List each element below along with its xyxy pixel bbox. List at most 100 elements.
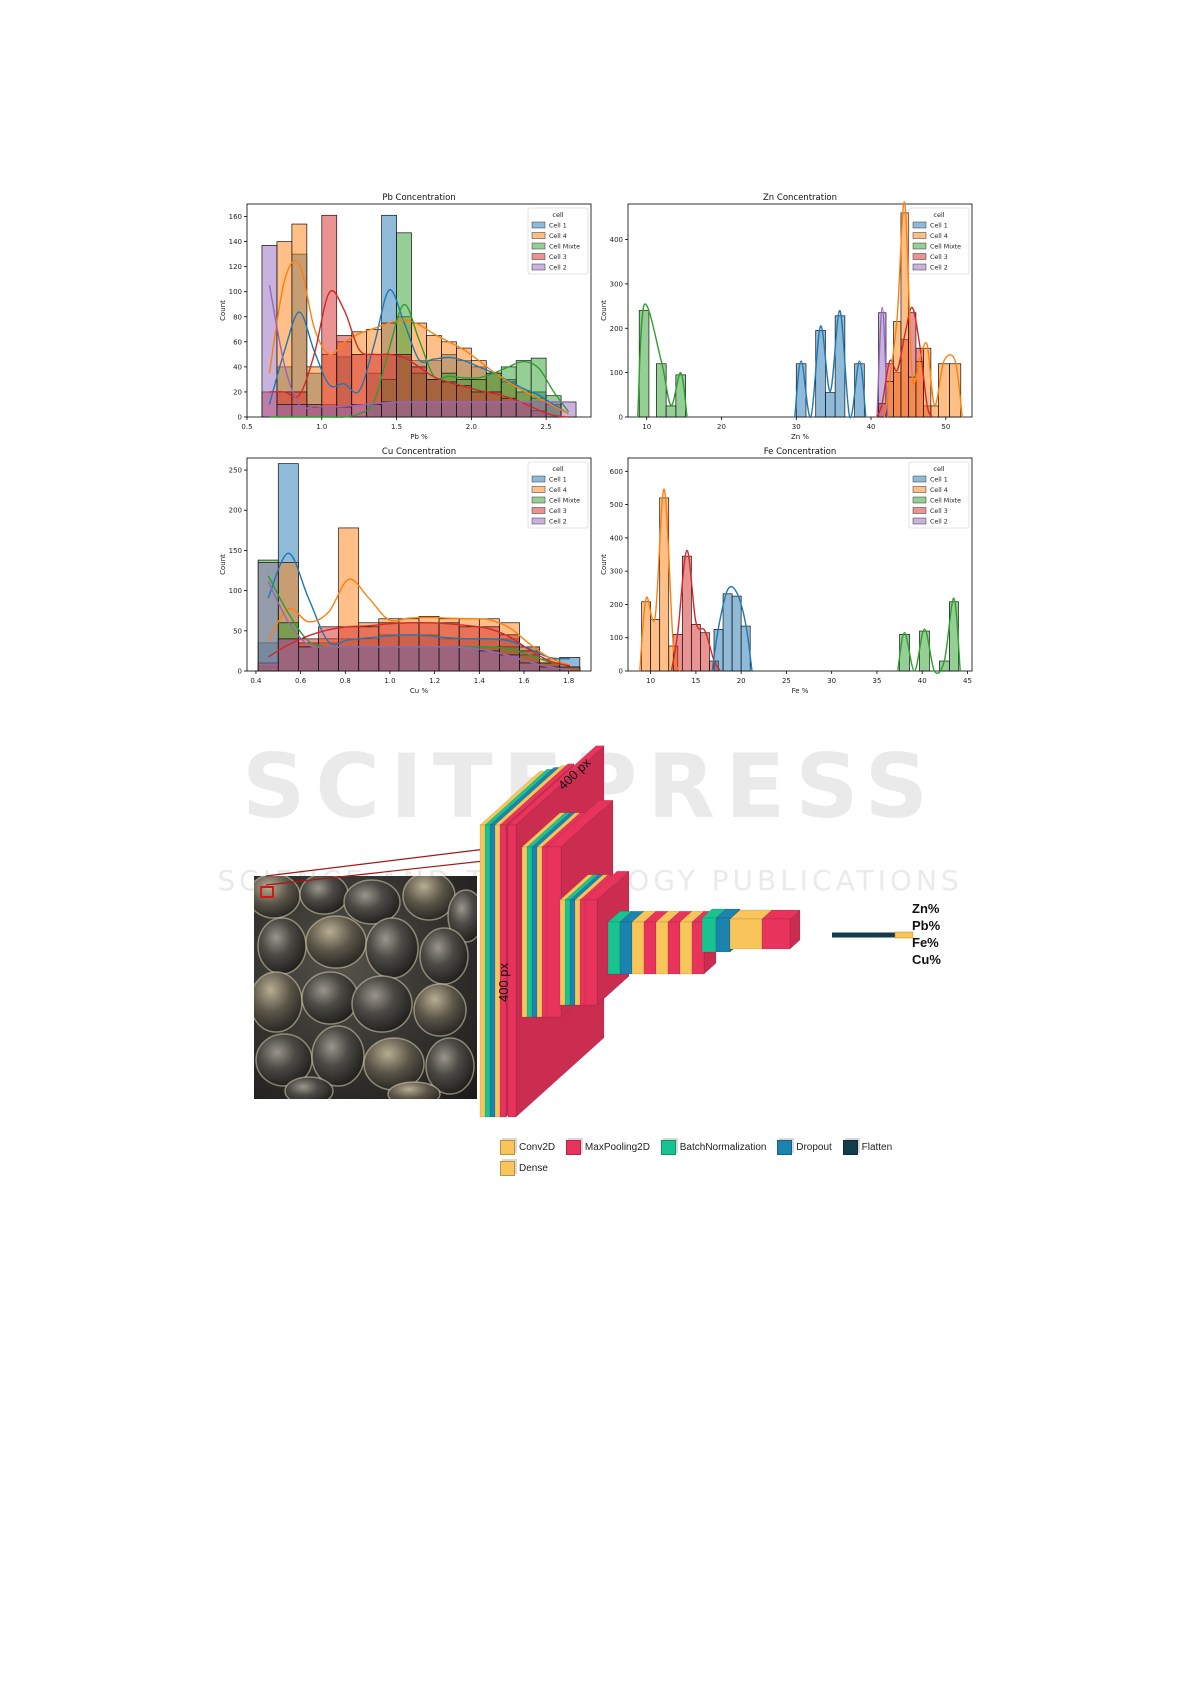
chart-legend: cell Cell 1 Cell 4 Cell Mixte Cell 3 Cell 2 <box>527 207 589 275</box>
y-axis-label: Count <box>219 554 227 575</box>
x-axis-label: Fe % <box>792 687 809 695</box>
chart-title: Zn Concentration <box>763 193 837 203</box>
bar <box>515 401 532 418</box>
y-tick-label: 140 <box>229 238 242 246</box>
x-tick-label: 1.0 <box>384 677 395 685</box>
output-dense-layer <box>894 931 914 939</box>
legend-swatch <box>531 486 546 493</box>
kde-line <box>268 289 569 415</box>
legend-entry: Cell 4 <box>549 487 567 494</box>
dropout-swatch <box>777 1140 793 1155</box>
x-tick-label: 0.6 <box>295 677 307 685</box>
legend-entry: Cell Mixte <box>930 498 961 505</box>
legend-swatch <box>531 221 546 229</box>
y-tick-label: 600 <box>610 468 623 476</box>
bubble <box>387 1081 441 1099</box>
block-front <box>631 921 645 975</box>
kde-line <box>711 585 753 672</box>
y-tick-label: 100 <box>229 288 242 296</box>
block-front <box>507 824 517 1118</box>
dense-swatch <box>500 1161 515 1176</box>
x-tick-label: 1.8 <box>563 677 574 685</box>
x-tick-label: 10 <box>642 423 651 431</box>
chart-legend: cell Cell 1 Cell 4 Cell Mixte Cell 3 Cell 2 <box>527 461 589 529</box>
cnn-architecture <box>265 745 914 1118</box>
legend-swatch <box>912 232 927 239</box>
bar <box>665 405 677 418</box>
legend-swatch <box>912 496 927 504</box>
bar <box>641 601 651 672</box>
y-tick-label: 400 <box>610 236 623 244</box>
legend-entry: Cell Mixte <box>549 498 580 505</box>
bar <box>456 401 472 418</box>
bar <box>396 401 412 418</box>
legend-swatch <box>531 242 546 250</box>
y-tick-label: 40 <box>233 363 242 371</box>
y-tick-label: 0 <box>238 668 242 676</box>
x-tick-label: 2.5 <box>541 423 552 431</box>
kde-line <box>268 284 569 410</box>
x-tick-label: 50 <box>941 423 950 431</box>
bar <box>338 646 360 672</box>
legend-swatch <box>912 263 927 271</box>
legend-swatch <box>912 517 927 525</box>
block-front <box>643 921 657 975</box>
legend-swatch <box>531 253 546 260</box>
chart-panel-cu: 0.4 0.6 0.8 1.0 1.2 1.4 1.6 1.8 0 50 100 150 200 250 C… <box>219 447 592 695</box>
bar <box>318 646 339 672</box>
legend-entry: Cell 1 <box>549 223 567 230</box>
bar <box>691 624 701 672</box>
x-axis-label: Pb % <box>410 433 428 441</box>
legend-entry: Cell 4 <box>549 233 567 240</box>
y-tick-label: 200 <box>229 507 242 515</box>
kde-curves <box>639 488 961 674</box>
output-fe: Fe% <box>912 935 939 950</box>
bar <box>276 404 293 418</box>
bar <box>366 404 382 418</box>
x-tick-label: 10 <box>646 677 655 685</box>
kde-line <box>637 303 688 418</box>
bar <box>937 363 950 418</box>
kde-line <box>876 306 934 418</box>
y-tick-label: 150 <box>229 547 242 555</box>
bar <box>306 406 323 418</box>
bar <box>378 646 400 672</box>
y-tick-label: 60 <box>233 338 242 346</box>
y-tick-label: 100 <box>610 634 623 642</box>
chart-title: Pb Concentration <box>382 193 455 203</box>
bar <box>722 593 733 672</box>
bubble <box>351 975 413 1033</box>
layer-legend: Conv2D MaxPooling2D BatchNormalization D… <box>500 1140 940 1182</box>
x-tick-label: 1.6 <box>518 677 530 685</box>
block-front <box>546 846 562 1018</box>
kde-line <box>639 488 681 672</box>
y-tick-label: 300 <box>610 568 623 576</box>
legend-entry: Cell Mixte <box>549 244 580 251</box>
model-outputs: Zn% Pb% Fe% Cu% <box>912 900 941 968</box>
kde-line <box>267 581 570 671</box>
legend-conv2d: Conv2D <box>500 1140 555 1155</box>
block-front <box>499 824 507 1118</box>
legend-title: cell <box>933 211 944 219</box>
bar <box>854 363 865 418</box>
legend-entry: Cell 2 <box>930 265 948 272</box>
kde-curves <box>637 201 963 418</box>
batchnormalization-swatch <box>660 1140 676 1155</box>
legend-dense: Dense <box>500 1161 548 1176</box>
bar <box>500 401 517 418</box>
y-tick-label: 0 <box>619 668 623 676</box>
block-front <box>679 921 693 975</box>
legend-title: cell <box>933 465 944 473</box>
legend-batchnormalization: BatchNormalization <box>660 1140 766 1155</box>
sample-patch-marker <box>260 886 274 898</box>
x-tick-label: 20 <box>737 677 746 685</box>
y-tick-label: 250 <box>229 467 242 475</box>
bubble <box>343 879 401 925</box>
bar <box>277 638 299 672</box>
bar <box>398 646 420 672</box>
legend-swatch <box>912 507 927 514</box>
legend-entry: Cell 3 <box>930 254 948 261</box>
input-height-label: 400 px <box>496 962 511 1002</box>
bar <box>659 497 670 672</box>
froth-micrograph <box>254 876 477 1099</box>
